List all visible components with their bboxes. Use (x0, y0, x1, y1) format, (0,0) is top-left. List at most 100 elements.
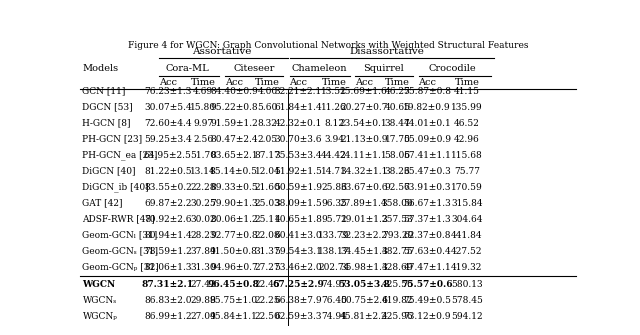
Text: 46.27: 46.27 (385, 86, 410, 95)
Text: 32.23±2.2: 32.23±2.2 (340, 230, 387, 240)
Text: 80.06±1.2: 80.06±1.2 (210, 214, 257, 223)
Text: 135.99: 135.99 (451, 103, 483, 112)
Text: 425.56: 425.56 (381, 280, 413, 289)
Text: 202.74: 202.74 (318, 263, 349, 271)
Text: 41.15: 41.15 (454, 86, 480, 95)
Text: 38.47: 38.47 (385, 119, 410, 128)
Text: 70.92±2.6: 70.92±2.6 (144, 214, 191, 223)
Text: Citeseer: Citeseer (233, 64, 275, 73)
Text: 29.01±1.2: 29.01±1.2 (340, 214, 387, 223)
Text: 22.08: 22.08 (255, 230, 280, 240)
Text: 35.53±3.4: 35.53±3.4 (275, 150, 322, 159)
Text: 428.69: 428.69 (381, 263, 413, 271)
Text: 76.40: 76.40 (321, 296, 347, 305)
Text: Assortative: Assortative (193, 47, 252, 56)
Text: 30.25: 30.25 (190, 199, 216, 208)
Text: 315.84: 315.84 (451, 199, 483, 208)
Text: 133.79: 133.79 (318, 230, 349, 240)
Text: 441.84: 441.84 (451, 230, 483, 240)
Text: 22.45: 22.45 (255, 280, 280, 289)
Text: 304.64: 304.64 (451, 214, 483, 223)
Text: 51.92±1.5: 51.92±1.5 (275, 166, 322, 176)
Text: 15.80: 15.80 (190, 103, 216, 112)
Text: 580.13: 580.13 (451, 280, 483, 289)
Text: 69.87±2.2: 69.87±2.2 (144, 199, 191, 208)
Text: GAT [42]: GAT [42] (83, 199, 123, 208)
Text: Acc: Acc (355, 78, 372, 87)
Text: 482.75: 482.75 (381, 247, 413, 256)
Text: 27.27: 27.27 (255, 263, 280, 271)
Text: 4.00: 4.00 (257, 86, 278, 95)
Text: 594.12: 594.12 (451, 312, 483, 321)
Text: ADSF-RWR [48]: ADSF-RWR [48] (83, 214, 156, 223)
Text: 38.23: 38.23 (385, 166, 410, 176)
Text: 5.60: 5.60 (257, 103, 278, 112)
Text: WGCNₚ: WGCNₚ (83, 312, 117, 321)
Text: 94.96±0.7: 94.96±0.7 (210, 263, 258, 271)
Text: 64.95±2.5: 64.95±2.5 (144, 150, 192, 159)
Text: 67.25±2.9: 67.25±2.9 (272, 280, 324, 289)
Text: 87.17: 87.17 (255, 150, 280, 159)
Text: 24.11±1.1: 24.11±1.1 (340, 150, 388, 159)
Text: 37.84: 37.84 (190, 247, 216, 256)
Text: 22.28: 22.28 (190, 183, 216, 192)
Text: 419.32: 419.32 (451, 263, 483, 271)
Text: 55.87±0.8: 55.87±0.8 (403, 86, 451, 95)
Text: 13.14: 13.14 (190, 166, 216, 176)
Text: Squirrel: Squirrel (364, 64, 404, 73)
Text: WGCN: WGCN (83, 280, 116, 289)
Text: 25.86: 25.86 (321, 183, 347, 192)
Text: 51.70: 51.70 (190, 150, 216, 159)
Text: 56.67±1.3: 56.67±1.3 (403, 199, 451, 208)
Text: GCN [11]: GCN [11] (83, 86, 126, 95)
Text: Acc: Acc (225, 78, 243, 87)
Text: 53.05±3.8: 53.05±3.8 (338, 280, 390, 289)
Text: 62.59±3.3: 62.59±3.3 (275, 312, 322, 321)
Text: 50.75±2.6: 50.75±2.6 (340, 296, 388, 305)
Text: Figure 4 for WGCN: Graph Convolutional Networks with Weighted Structural Feature: Figure 4 for WGCN: Graph Convolutional N… (128, 41, 528, 50)
Text: 75.49±0.5: 75.49±0.5 (403, 296, 451, 305)
Text: 57.41±1.1: 57.41±1.1 (403, 150, 451, 159)
Text: 47.47±1.1: 47.47±1.1 (403, 263, 451, 271)
Text: 96.35: 96.35 (321, 199, 347, 208)
Text: 12.04: 12.04 (255, 166, 280, 176)
Text: Chameleon: Chameleon (292, 64, 347, 73)
Text: WGCNₛ: WGCNₛ (83, 296, 116, 305)
Text: 62.37±0.8: 62.37±0.8 (403, 230, 451, 240)
Text: 34.45±1.3: 34.45±1.3 (340, 247, 388, 256)
Text: Time: Time (321, 78, 346, 87)
Text: 578.45: 578.45 (451, 296, 483, 305)
Text: 83.65±2.1: 83.65±2.1 (210, 150, 257, 159)
Text: 31.37: 31.37 (255, 247, 280, 256)
Text: PH-GCN_ea [23]: PH-GCN_ea [23] (83, 150, 158, 160)
Text: 9.97: 9.97 (193, 119, 213, 128)
Text: 73.12±0.9: 73.12±0.9 (403, 312, 451, 321)
Text: 3.94: 3.94 (324, 135, 344, 144)
Text: Time: Time (191, 78, 216, 87)
Text: Acc: Acc (418, 78, 436, 87)
Text: 14.71: 14.71 (321, 166, 347, 176)
Text: 50.59±1.9: 50.59±1.9 (275, 183, 323, 192)
Text: 29.88: 29.88 (190, 296, 216, 305)
Text: 358.00: 358.00 (381, 199, 413, 208)
Text: 57.63±0.4: 57.63±0.4 (403, 247, 451, 256)
Text: 57.37±1.3: 57.37±1.3 (403, 214, 451, 223)
Text: Cora-ML: Cora-ML (166, 64, 209, 73)
Text: 34.32±1.1: 34.32±1.1 (340, 166, 387, 176)
Text: 74.94: 74.94 (321, 312, 347, 321)
Text: 22.50: 22.50 (255, 312, 280, 321)
Text: 25.69±1.6: 25.69±1.6 (340, 86, 388, 95)
Text: 38.09±1.5: 38.09±1.5 (275, 199, 322, 208)
Text: 2.05: 2.05 (257, 135, 278, 144)
Text: 75.57±0.6: 75.57±0.6 (401, 280, 453, 289)
Text: 31.30: 31.30 (190, 263, 216, 271)
Text: 419.82: 419.82 (381, 296, 413, 305)
Text: 92.77±0.8: 92.77±0.8 (210, 230, 257, 240)
Text: 89.33±0.5: 89.33±0.5 (210, 183, 257, 192)
Text: PH-GCN [23]: PH-GCN [23] (83, 135, 143, 144)
Text: 19.82±0.9: 19.82±0.9 (403, 103, 451, 112)
Text: 65.47±0.3: 65.47±0.3 (403, 166, 451, 176)
Text: DGCN [53]: DGCN [53] (83, 103, 133, 112)
Text: 96.45±0.8: 96.45±0.8 (208, 280, 260, 289)
Text: 72.60±4.4: 72.60±4.4 (144, 119, 191, 128)
